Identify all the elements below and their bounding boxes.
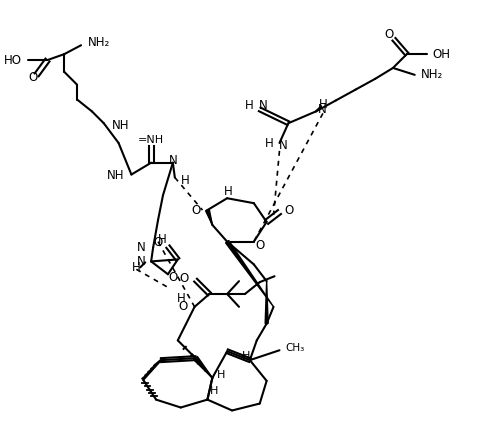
Text: NH: NH <box>112 119 129 132</box>
Polygon shape <box>265 281 268 323</box>
Text: N: N <box>318 103 326 116</box>
Text: O: O <box>28 71 38 84</box>
Polygon shape <box>226 240 274 307</box>
Text: CH₃: CH₃ <box>286 343 304 353</box>
Text: H: H <box>210 386 218 396</box>
Text: N: N <box>136 255 145 268</box>
Text: O: O <box>168 271 177 284</box>
Text: NH₂: NH₂ <box>88 36 110 49</box>
Polygon shape <box>206 210 212 225</box>
Polygon shape <box>194 356 212 378</box>
Text: OH: OH <box>432 48 450 61</box>
Text: NH₂: NH₂ <box>420 68 443 81</box>
Text: N: N <box>136 241 145 254</box>
Text: N: N <box>279 139 288 152</box>
Text: H: H <box>242 351 250 361</box>
Text: H: H <box>318 98 328 111</box>
Text: O: O <box>255 239 264 252</box>
Text: O: O <box>191 204 200 216</box>
Text: N: N <box>168 154 177 167</box>
Text: O: O <box>154 236 163 249</box>
Text: H: H <box>265 137 274 150</box>
Text: N: N <box>258 99 268 112</box>
Text: H: H <box>132 261 140 274</box>
Text: H: H <box>218 370 226 380</box>
Text: HO: HO <box>4 54 22 67</box>
Text: O: O <box>284 204 294 216</box>
Text: H: H <box>158 233 167 246</box>
Text: H: H <box>176 292 185 305</box>
Text: O: O <box>384 28 394 41</box>
Text: O: O <box>180 271 188 284</box>
Text: O: O <box>178 301 188 313</box>
Text: =NH: =NH <box>138 135 164 145</box>
Text: H: H <box>181 174 190 187</box>
Text: H: H <box>245 99 254 112</box>
Text: H: H <box>224 185 232 198</box>
Text: NH: NH <box>107 169 124 182</box>
